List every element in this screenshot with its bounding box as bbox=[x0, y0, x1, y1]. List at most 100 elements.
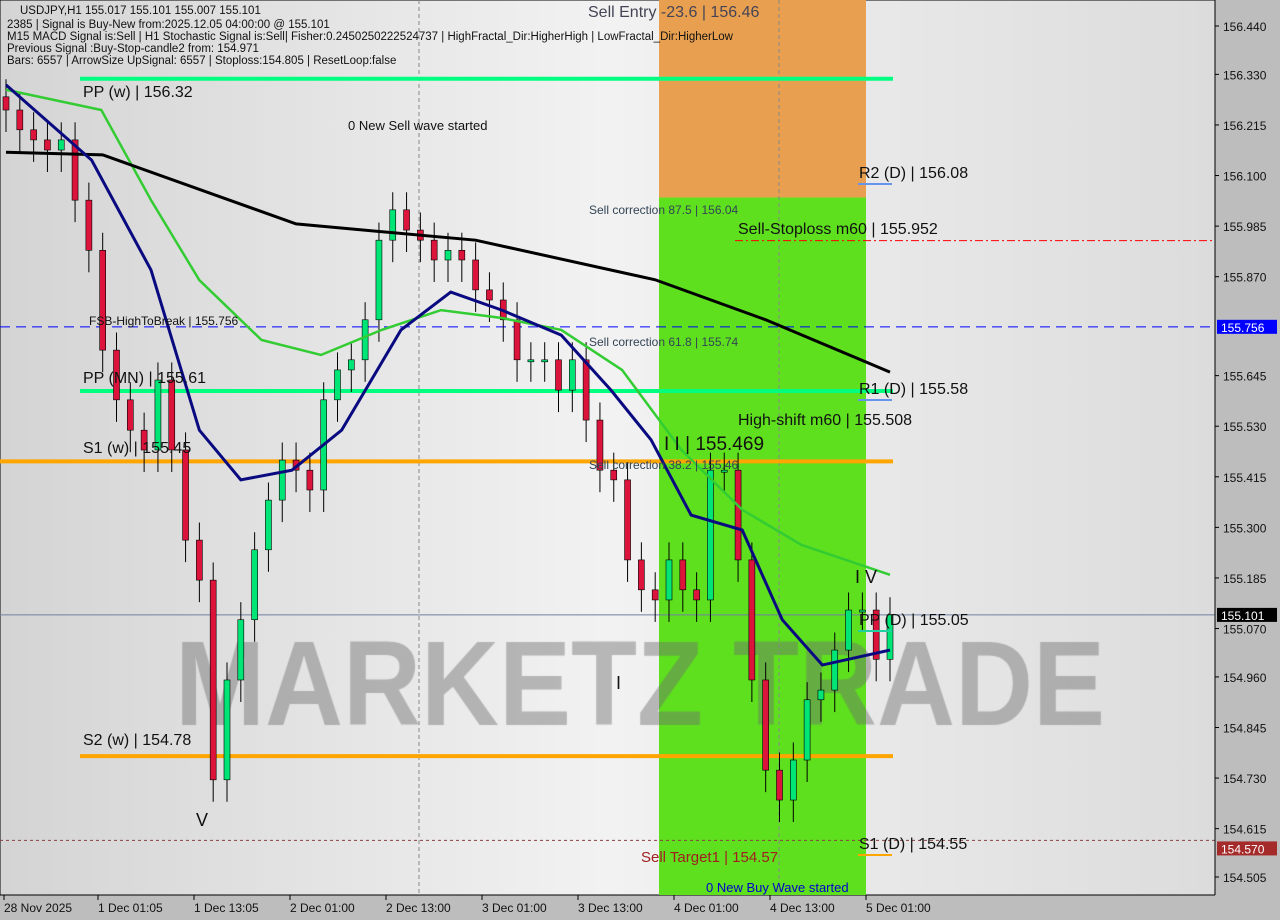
bull-candle bbox=[831, 649, 839, 691]
bull-candle bbox=[541, 359, 548, 363]
ma-green-line bbox=[5, 88, 891, 577]
bear-candle bbox=[16, 109, 24, 131]
y-tick-label: 155.300 bbox=[1223, 521, 1267, 535]
bear-candle bbox=[430, 239, 438, 261]
y-tick-label: 155.645 bbox=[1223, 370, 1267, 384]
ma-blue-line bbox=[5, 83, 891, 667]
bear-candle bbox=[679, 559, 687, 591]
previous-signal-info: Previous Signal :Buy-Stop-candle2 from: … bbox=[7, 43, 259, 55]
bear-candle bbox=[140, 429, 148, 451]
bear-candle bbox=[513, 319, 521, 361]
bear-candle bbox=[762, 679, 769, 771]
level-label: S1 (w) | 155.45 bbox=[83, 440, 191, 457]
bull-candle bbox=[803, 699, 811, 761]
indicator-info: M15 MACD Signal is:Sell | H1 Stochastic … bbox=[7, 31, 733, 43]
y-tick-label: 154.960 bbox=[1223, 671, 1267, 685]
bear-candle bbox=[610, 469, 618, 481]
bull-candle bbox=[707, 469, 714, 601]
bull-candle bbox=[444, 249, 452, 261]
y-tick-label: 154.845 bbox=[1223, 721, 1267, 735]
x-tick-label: 2 Dec 01:00 bbox=[290, 901, 355, 915]
bear-candle bbox=[30, 129, 37, 141]
price-axis bbox=[1215, 0, 1280, 920]
x-tick-label: 4 Dec 01:00 bbox=[674, 901, 739, 915]
x-tick-label: 1 Dec 13:05 bbox=[194, 901, 259, 915]
bear-candle bbox=[458, 249, 466, 261]
plot-area bbox=[0, 0, 1216, 896]
daily-pivot-label: R2 (D) | 156.08 bbox=[859, 165, 968, 182]
y-tick-label: 155.530 bbox=[1223, 420, 1267, 434]
bull-candle bbox=[223, 679, 231, 781]
bull-candle bbox=[278, 459, 286, 501]
bear-candle bbox=[651, 589, 659, 601]
bear-candle bbox=[596, 419, 604, 471]
bars-info: Bars: 6557 | ArrowSize UpSignal: 6557 | … bbox=[7, 55, 397, 67]
price-tag-label: 154.570 bbox=[1221, 842, 1265, 856]
signal-info: 2385 | Signal is Buy-New from:2025.12.05… bbox=[7, 19, 330, 31]
bear-candle bbox=[748, 559, 756, 681]
wave-iv-label: I V bbox=[855, 567, 877, 587]
y-tick-label: 156.100 bbox=[1223, 170, 1267, 184]
daily-pivot-label: PP (D) | 155.05 bbox=[859, 612, 969, 629]
y-tick-label: 155.870 bbox=[1223, 271, 1267, 285]
bull-candle bbox=[569, 359, 576, 391]
x-tick-label: 28 Nov 2025 bbox=[4, 901, 72, 915]
sell-entry-zone bbox=[659, 0, 866, 198]
x-tick-label: 1 Dec 01:05 bbox=[98, 901, 163, 915]
bear-candle bbox=[555, 359, 562, 391]
bear-candle bbox=[734, 469, 742, 561]
bear-candle bbox=[113, 349, 120, 401]
bear-candle bbox=[486, 289, 493, 301]
bear-candle bbox=[693, 589, 700, 601]
bear-candle bbox=[182, 449, 189, 541]
y-tick-label: 156.215 bbox=[1223, 119, 1267, 133]
y-tick-label: 154.730 bbox=[1223, 772, 1267, 786]
new-sell-wave-label: 0 New Sell wave started bbox=[348, 118, 487, 133]
watermark-logo bbox=[175, 613, 1115, 743]
price-tag bbox=[1217, 319, 1277, 334]
bear-candle bbox=[71, 139, 79, 201]
bull-candle bbox=[527, 359, 535, 363]
bull-candle bbox=[665, 559, 673, 601]
wave-i-label: I bbox=[616, 673, 621, 693]
bull-candle bbox=[389, 209, 397, 241]
bull-candle bbox=[859, 609, 866, 613]
wave-ii-label: I I | 155.469 bbox=[664, 434, 764, 455]
sell-entry-label: Sell Entry -23.6 | 156.46 bbox=[588, 4, 759, 21]
high-shift-label: High-shift m60 | 155.508 bbox=[738, 412, 912, 429]
sell-correction-382: Sell correction 38.2 | 155.46 bbox=[589, 458, 739, 472]
bear-candle bbox=[168, 379, 176, 451]
bull-candle bbox=[817, 689, 825, 701]
y-tick-label: 155.185 bbox=[1223, 572, 1267, 586]
x-tick-label: 3 Dec 13:00 bbox=[578, 901, 643, 915]
x-tick-label: 4 Dec 13:00 bbox=[770, 901, 835, 915]
daily-pivot-label: S1 (D) | 154.55 bbox=[859, 836, 967, 853]
bear-candle bbox=[196, 539, 203, 581]
bull-candle bbox=[334, 369, 341, 401]
sell-correction-618: Sell correction 61.8 | 155.74 bbox=[589, 335, 739, 349]
bear-candle bbox=[2, 96, 10, 111]
daily-pivot-label: R1 (D) | 155.58 bbox=[859, 381, 968, 398]
bull-candle bbox=[375, 239, 383, 321]
bull-candle bbox=[237, 619, 245, 681]
bear-candle bbox=[85, 199, 93, 251]
bull-candle bbox=[57, 139, 65, 151]
bear-candle bbox=[872, 609, 880, 660]
level-label: Sell-Stoploss m60 | 155.952 bbox=[738, 221, 938, 238]
y-tick-label: 155.070 bbox=[1223, 623, 1267, 637]
symbol-ohlc: USDJPY,H1 155.017 155.101 155.007 155.10… bbox=[20, 5, 261, 17]
level-label: FSB-HighToBreak | 155.756 bbox=[89, 314, 239, 328]
sell-correction-875: Sell correction 87.5 | 156.04 bbox=[589, 203, 739, 217]
bull-candle bbox=[790, 759, 797, 801]
level-label: PP (MN) | 155.61 bbox=[83, 370, 206, 387]
bear-candle bbox=[306, 469, 314, 491]
y-tick-label: 154.505 bbox=[1223, 871, 1267, 885]
bull-candle bbox=[265, 499, 272, 551]
level-label: PP (w) | 156.32 bbox=[83, 84, 193, 101]
y-tick-label: 156.330 bbox=[1223, 68, 1267, 82]
bull-candle bbox=[348, 359, 355, 371]
y-tick-label: 154.615 bbox=[1223, 823, 1267, 837]
bull-candle bbox=[720, 469, 728, 473]
level-label: S2 (w) | 154.78 bbox=[83, 732, 191, 749]
